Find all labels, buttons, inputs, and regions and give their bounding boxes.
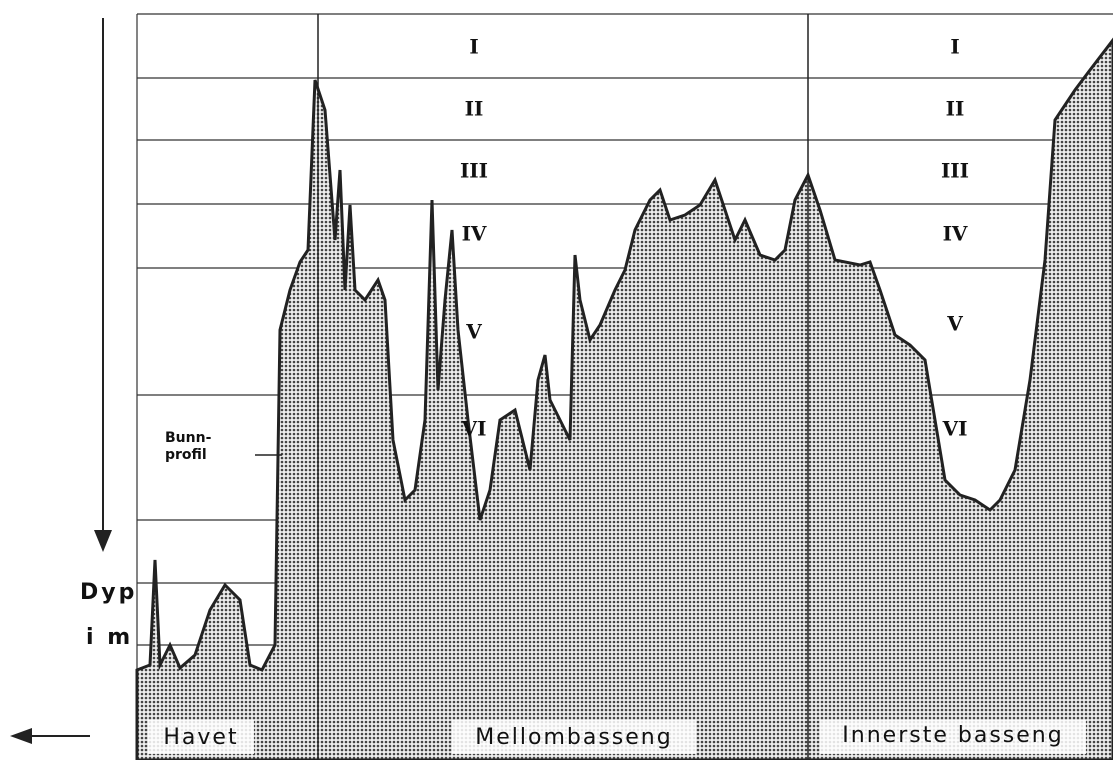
zone-label: II [465,97,484,121]
basin-dividers [317,14,809,760]
profile-label: profil [165,447,207,463]
zone-label: V [465,320,482,344]
bottom-profile [135,37,1113,760]
zone-label: I [950,35,959,59]
basin-labels [148,720,1086,754]
zone-label: I [469,35,478,59]
profile-label: Bunn- [165,430,212,446]
zone-label: III [941,159,969,183]
sea-arrow [10,728,90,744]
zone-label: IV [943,222,968,246]
depth-label: i m [86,625,133,650]
basin-label: Havet [163,725,238,750]
basin-label: Mellombasseng [475,725,672,750]
zone-label: VI [942,417,968,441]
zone-label: VI [461,417,487,441]
basin-label: Innerste basseng [842,723,1063,748]
depth-label: Dyp [80,580,137,605]
zone-label: II [946,97,965,121]
zone-label: III [460,159,488,183]
zone-label: IV [462,222,487,246]
depth-arrow [94,18,112,552]
zone-label: V [946,312,963,336]
